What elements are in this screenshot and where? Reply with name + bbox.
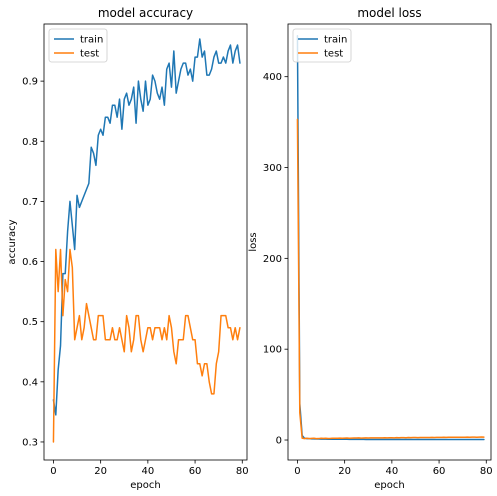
- loss-panel: 0 20 40 60 80 0 100 200 300 400 model loss epoch los…: [248, 6, 493, 491]
- loss-legend-label-train: train: [324, 35, 347, 46]
- accuracy-test-line: [52, 248, 241, 443]
- accuracy-chart-title: model accuracy: [98, 6, 193, 20]
- loss-y-axis-label: loss: [248, 232, 259, 251]
- loss-y-tick-label: 300: [263, 163, 282, 174]
- loss-x-tick-label: 80: [480, 466, 493, 477]
- accuracy-y-tick-label: 0.4: [22, 377, 38, 388]
- loss-y-tick-label: 200: [263, 254, 282, 265]
- loss-y-tick-label: 100: [263, 345, 282, 356]
- accuracy-train-line: [52, 38, 241, 416]
- accuracy-legend-label-test: test: [80, 49, 99, 60]
- loss-x-tick-label: 60: [433, 466, 446, 477]
- loss-y-tick-label: 400: [263, 72, 282, 83]
- accuracy-x-tick-label: 20: [94, 466, 107, 477]
- accuracy-y-tick-label: 0.3: [22, 437, 38, 448]
- loss-test-line: [296, 118, 485, 440]
- accuracy-y-tick-label: 0.9: [22, 77, 38, 88]
- loss-axes-frame: [287, 23, 492, 461]
- loss-x-tick-label: 0: [294, 466, 300, 477]
- accuracy-x-axis-label: epoch: [130, 480, 160, 491]
- accuracy-y-tick-label: 0.6: [22, 257, 38, 268]
- loss-x-axis-label: epoch: [374, 480, 404, 491]
- loss-y-tick-label: 0: [276, 436, 282, 447]
- accuracy-y-tick-label: 0.8: [22, 137, 38, 148]
- accuracy-x-tick-label: 60: [189, 466, 202, 477]
- accuracy-y-tick-label: 0.5: [22, 317, 38, 328]
- loss-chart-title: model loss: [357, 6, 421, 20]
- loss-x-tick-label: 40: [385, 466, 398, 477]
- accuracy-x-tick-label: 40: [141, 466, 154, 477]
- loss-x-tick-label: 20: [338, 466, 351, 477]
- accuracy-panel: 0 20 40 60 80 0.3 0.4 0.5 0.6 0.7 0.8 0.9 model accu…: [7, 6, 249, 491]
- accuracy-y-tick-label: 0.7: [22, 197, 38, 208]
- accuracy-axes-frame: [43, 23, 248, 461]
- accuracy-legend-label-train: train: [80, 35, 103, 46]
- accuracy-x-tick-label: 0: [50, 466, 56, 477]
- accuracy-y-axis-label: accuracy: [7, 219, 18, 264]
- accuracy-x-tick-label: 80: [236, 466, 249, 477]
- loss-legend-label-test: test: [324, 49, 343, 60]
